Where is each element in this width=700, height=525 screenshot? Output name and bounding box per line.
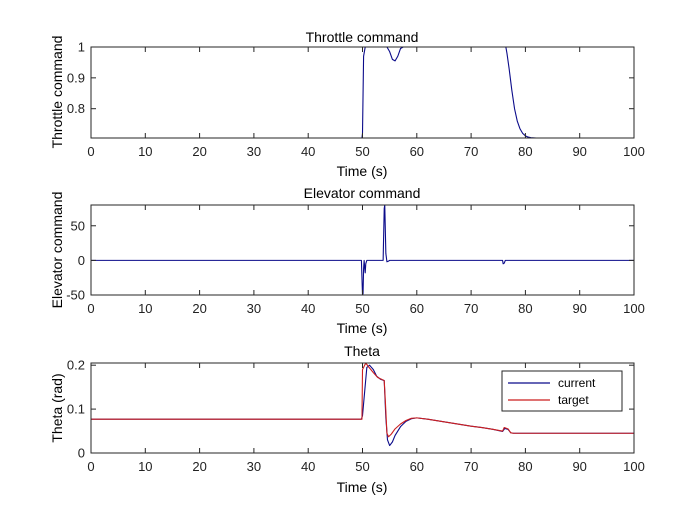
elevator-series-line [91, 205, 634, 295]
elevator-panel: Elevator command 0 10 20 30 40 50 60 70 80 90 100 -… [49, 185, 645, 336]
throttle-xtick-label: 80 [518, 144, 532, 159]
elevator-title: Elevator command [304, 185, 421, 201]
throttle-xtick-label: 0 [87, 144, 94, 159]
elevator-xtick-label: 0 [87, 301, 94, 316]
theta-xtick-label: 60 [410, 459, 424, 474]
throttle-xtick-label: 30 [247, 144, 261, 159]
throttle-ytick-label: 0.8 [67, 101, 85, 116]
theta-legend-box [501, 370, 623, 412]
theta-xtick-label: 20 [192, 459, 206, 474]
elevator-xtick-label: 70 [464, 301, 478, 316]
theta-plot-area: 0 10 20 30 40 50 60 70 80 90 100 0 0.1 0.2 current targ… [67, 358, 645, 474]
theta-xtick-label: 70 [464, 459, 478, 474]
theta-ytick-label: 0.1 [67, 402, 85, 417]
theta-series-target [91, 363, 634, 438]
elevator-xlabel: Time (s) [337, 320, 388, 336]
theta-xtick-label: 80 [518, 459, 532, 474]
elevator-xtick-label: 20 [192, 301, 206, 316]
theta-ylabel: Theta (rad) [49, 373, 65, 442]
throttle-ytick-label: 0.9 [67, 70, 85, 85]
throttle-xtick-label: 70 [464, 144, 478, 159]
theta-legend: current target [501, 370, 623, 412]
theta-xtick-label: 50 [355, 459, 369, 474]
elevator-xtick-label: 90 [572, 301, 586, 316]
theta-ytick-label: 0.2 [67, 358, 85, 373]
throttle-xtick-label: 100 [623, 144, 645, 159]
throttle-xtick-label: 90 [572, 144, 586, 159]
throttle-xtick-label: 10 [138, 144, 152, 159]
elevator-xtick-label: 40 [301, 301, 315, 316]
elevator-ylabel: Elevator command [49, 192, 65, 309]
throttle-xtick-label: 60 [410, 144, 424, 159]
elevator-xtick-label: 10 [138, 301, 152, 316]
theta-ytick-label: 0 [78, 446, 85, 461]
elevator-xtick-label: 30 [247, 301, 261, 316]
throttle-ylabel: Throttle command [49, 36, 65, 149]
theta-xtick-label: 30 [247, 459, 261, 474]
theta-xtick-label: 90 [572, 459, 586, 474]
throttle-xlabel: Time (s) [337, 163, 388, 179]
theta-xtick-label: 10 [138, 459, 152, 474]
throttle-plot-area: 0 10 20 30 40 50 60 70 80 90 100 0.8 0.9 1 [67, 40, 645, 160]
theta-panel: Theta 0 10 20 30 40 50 60 70 80 90 100 0 0.1 0.2 curre… [49, 343, 645, 495]
throttle-ytick-label: 1 [78, 40, 85, 55]
elevator-xtick-label: 50 [355, 301, 369, 316]
theta-title: Theta [344, 343, 380, 359]
throttle-xtick-label: 40 [301, 144, 315, 159]
legend-label-target: target [558, 393, 589, 407]
theta-xlabel: Time (s) [337, 479, 388, 495]
elevator-ytick-label: 50 [71, 218, 85, 233]
elevator-xtick-label: 80 [518, 301, 532, 316]
elevator-ytick-label: 0 [78, 253, 85, 268]
throttle-xtick-label: 50 [355, 144, 369, 159]
elevator-xtick-label: 100 [623, 301, 645, 316]
elevator-xtick-label: 60 [410, 301, 424, 316]
theta-xtick-label: 0 [87, 459, 94, 474]
theta-xtick-label: 40 [301, 459, 315, 474]
theta-xtick-label: 100 [623, 459, 645, 474]
elevator-ytick-label: -50 [66, 288, 85, 303]
throttle-xtick-label: 20 [192, 144, 206, 159]
throttle-panel: Throttle command 0 10 20 30 40 50 60 70 80 90 1000… [49, 29, 645, 179]
legend-label-current: current [558, 376, 596, 390]
throttle-title: Throttle command [306, 29, 419, 45]
